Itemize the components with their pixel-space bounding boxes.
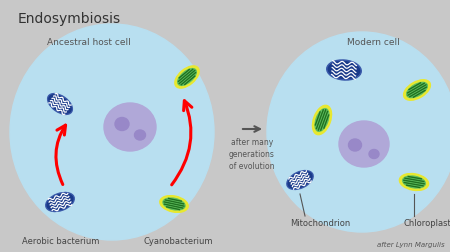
Text: after Lynn Margulis: after Lynn Margulis [378,241,445,247]
Ellipse shape [267,33,450,232]
Ellipse shape [163,198,185,210]
Text: Modern cell: Modern cell [347,38,400,47]
Ellipse shape [403,176,425,188]
Ellipse shape [48,94,72,115]
Ellipse shape [49,96,71,114]
Text: Mitochondrion: Mitochondrion [290,218,350,227]
Ellipse shape [46,193,74,212]
Text: Endosymbiosis: Endosymbiosis [18,12,121,26]
Ellipse shape [175,67,199,89]
Ellipse shape [287,171,313,190]
Text: Ancestral host cell: Ancestral host cell [47,38,131,47]
Text: Chloroplast: Chloroplast [404,218,450,227]
Ellipse shape [327,61,361,81]
Ellipse shape [339,121,389,167]
Ellipse shape [404,80,430,101]
Ellipse shape [400,174,428,191]
Ellipse shape [115,118,129,131]
Text: Cyanobacterium: Cyanobacterium [144,236,213,245]
Ellipse shape [178,69,196,86]
Ellipse shape [328,62,360,79]
Ellipse shape [369,150,379,159]
Text: Aerobic bacterium: Aerobic bacterium [22,236,99,245]
Ellipse shape [348,139,361,151]
Ellipse shape [288,172,312,188]
Ellipse shape [47,194,73,210]
Text: after many
generations
of evolution: after many generations of evolution [229,137,275,170]
Ellipse shape [135,131,145,140]
Ellipse shape [407,83,428,98]
Ellipse shape [160,196,188,212]
Ellipse shape [312,106,332,135]
Ellipse shape [104,104,156,151]
Ellipse shape [10,25,214,240]
Ellipse shape [315,109,329,132]
